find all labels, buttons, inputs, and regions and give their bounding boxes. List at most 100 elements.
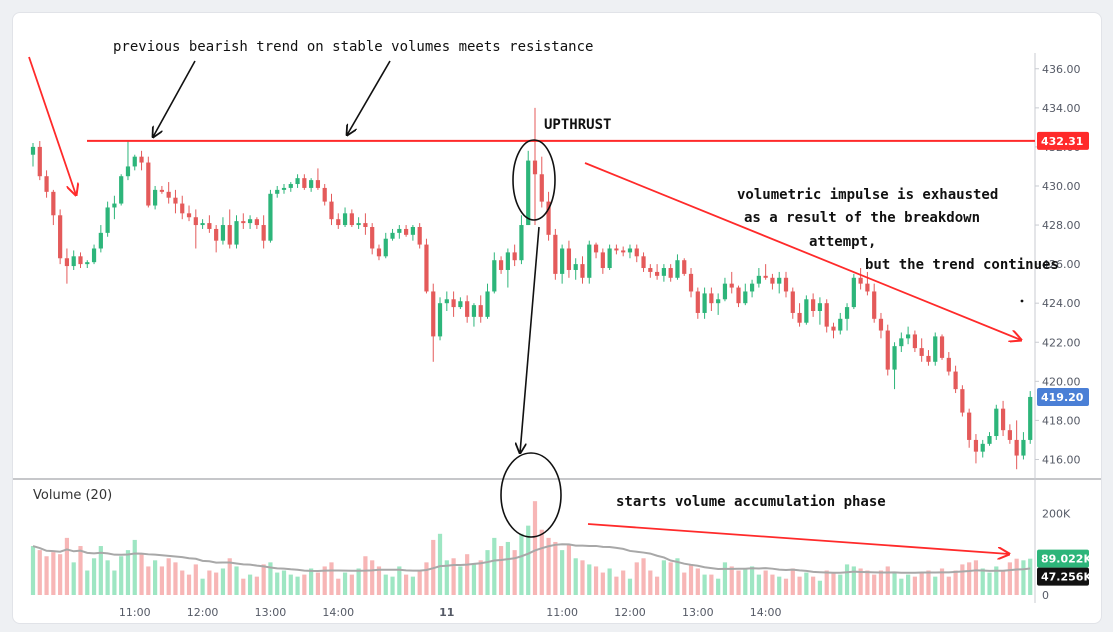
volume-bar — [560, 550, 565, 595]
volume-bar — [247, 574, 253, 595]
resistance-arrow-2 — [347, 60, 391, 135]
price-tick-label: 430.00 — [1042, 180, 1081, 193]
candle-body — [58, 215, 63, 259]
price-tick-label: 416.00 — [1042, 453, 1081, 466]
volume-bar — [763, 570, 768, 595]
price-tick-label: 434.00 — [1042, 102, 1081, 115]
volume-bar — [682, 572, 687, 595]
candle-body — [878, 318, 884, 331]
candle-body — [410, 227, 415, 235]
volume-bar — [648, 570, 653, 595]
candle-body — [383, 238, 388, 257]
price-tick-label: 420.00 — [1042, 375, 1081, 388]
volume-bar — [336, 578, 341, 595]
candle-body — [342, 213, 348, 226]
volume-bar — [872, 574, 877, 595]
candle-body — [566, 248, 572, 270]
volume-bar — [186, 574, 192, 595]
candle-body — [811, 299, 816, 311]
candle-body — [288, 184, 293, 188]
candle-body — [892, 346, 897, 370]
volume-bar — [288, 574, 293, 595]
candle-body — [417, 227, 422, 245]
volume-tick-label: 0 — [1042, 589, 1049, 602]
candle-body — [105, 207, 110, 233]
volume-bar — [621, 570, 626, 595]
time-tick-label: 13:00 — [255, 606, 287, 619]
downtrend-arrow — [584, 162, 1021, 340]
candle-body — [648, 268, 653, 272]
volume-bar — [838, 574, 843, 595]
candle-body — [166, 191, 171, 198]
candle-body — [44, 176, 49, 192]
volume-bar — [125, 550, 131, 595]
candle-body — [227, 225, 232, 245]
candle-body — [722, 283, 728, 300]
candle-body — [553, 234, 558, 274]
candle-body — [322, 187, 327, 202]
volume-bar — [695, 568, 700, 595]
volume-bar — [207, 570, 212, 595]
candle-body — [695, 291, 700, 313]
candle-body — [655, 271, 660, 276]
candle-body — [797, 312, 802, 323]
volume-bar — [885, 566, 890, 595]
volume-bar — [1007, 562, 1012, 595]
candle-body — [573, 264, 578, 270]
candle-body — [241, 221, 246, 224]
candle-body — [451, 299, 456, 308]
candle-body — [526, 160, 531, 226]
volume-bar — [1014, 558, 1019, 595]
volume-bar — [397, 566, 402, 595]
volume-bar — [777, 576, 782, 595]
candle-body — [688, 273, 694, 292]
volume-bar — [295, 576, 300, 595]
chart-axes: 436.00434.00432.00430.00428.00426.00424.… — [13, 53, 1101, 619]
volume-bar — [112, 570, 117, 595]
candle-body — [777, 277, 782, 284]
volume-bar — [539, 529, 544, 595]
candle-body — [458, 301, 463, 308]
candle-body — [91, 248, 97, 263]
volume-bar — [342, 572, 348, 595]
volume-bar — [899, 578, 904, 595]
volume-bar — [675, 558, 680, 595]
candle-body — [926, 355, 931, 362]
candle-body — [865, 283, 870, 292]
candle-body — [593, 244, 599, 253]
volume-tick-label: 200K — [1042, 507, 1071, 520]
volume-bar — [790, 568, 795, 595]
volume-bar — [580, 560, 585, 595]
volume-phase-arrow — [587, 523, 1009, 554]
candle-body — [614, 248, 619, 251]
candle-body — [1028, 396, 1033, 440]
chart-dot — [1020, 299, 1024, 303]
volume-bar — [444, 560, 449, 595]
volume-bar — [383, 574, 388, 595]
candle-body — [838, 318, 843, 331]
volume-bar — [200, 578, 205, 595]
volume-bar — [573, 558, 578, 595]
time-tick-label: 14:00 — [750, 606, 782, 619]
upthrust-circle — [512, 139, 556, 221]
volume-bar — [668, 562, 673, 595]
candle-body — [207, 223, 212, 229]
candle-body — [831, 326, 836, 331]
candle-body — [668, 268, 673, 278]
volume-bar — [688, 564, 694, 595]
candlestick-chart[interactable]: 436.00434.00432.00430.00428.00426.00424.… — [13, 13, 1101, 623]
volume-bar — [424, 562, 429, 595]
volume-bar — [363, 556, 368, 595]
volume-bar — [566, 544, 572, 595]
candle-body — [119, 176, 124, 204]
candle-body — [885, 330, 890, 370]
candle-body — [37, 146, 42, 177]
volume-bar — [770, 574, 775, 595]
volume-bar — [661, 560, 666, 595]
candle-body — [370, 227, 375, 249]
chart-annotations: 432.31 419.20 89.022K 47.256K previous beari… — [28, 39, 1092, 586]
candle-body — [682, 260, 687, 274]
volume-bar — [600, 572, 605, 595]
annotation-impulse-line1: volumetric impulse is exhausted — [737, 187, 998, 203]
candle-body — [960, 389, 965, 413]
